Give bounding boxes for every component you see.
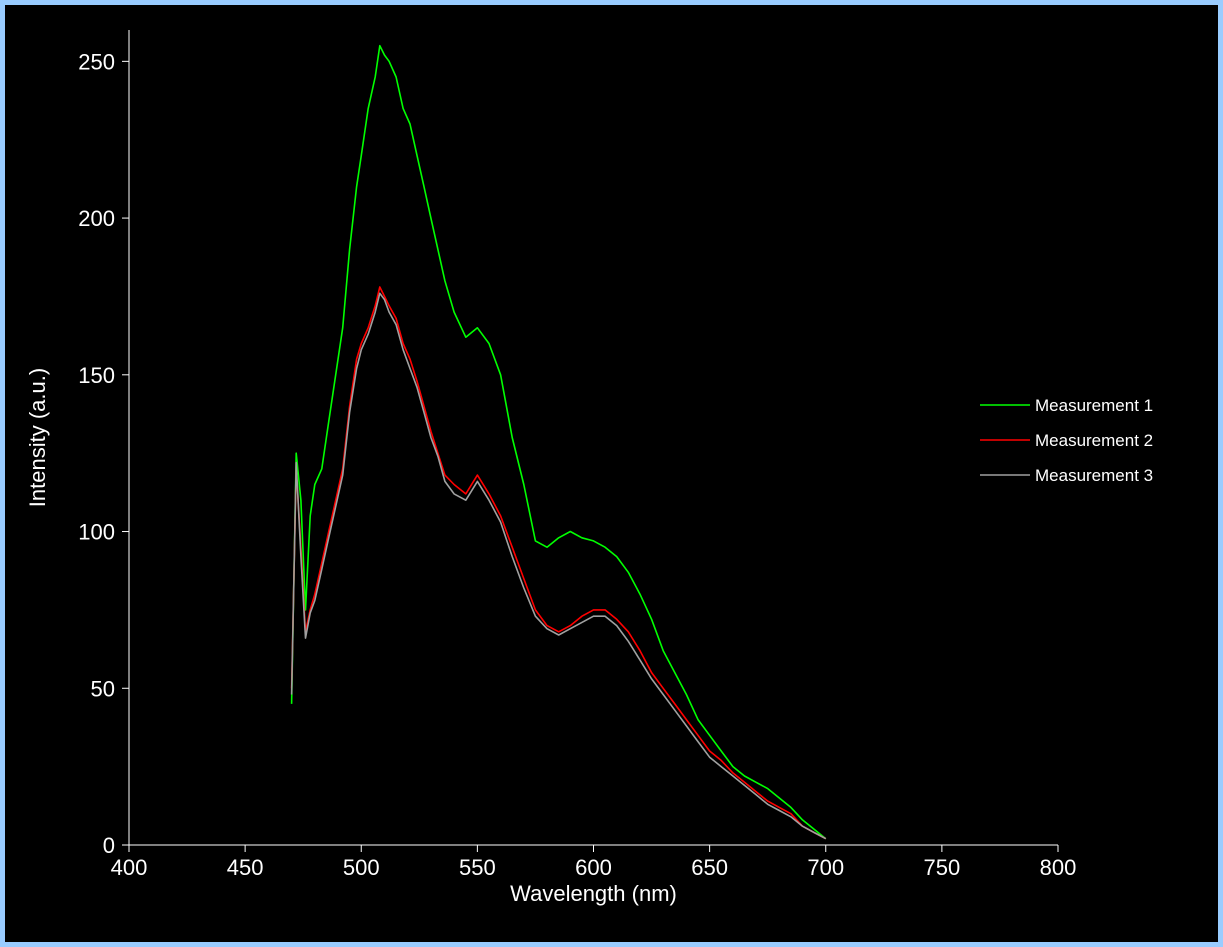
- y-tick-label: 50: [91, 676, 115, 701]
- x-tick-label: 800: [1040, 855, 1077, 880]
- x-tick-label: 600: [575, 855, 612, 880]
- line-chart: 400 450 500 550 600 650 700 750 800 0 50 100 150 200…: [25, 30, 1153, 906]
- chart-frame: 400 450 500 550 600 650 700 750 800 0 50 100 150 200…: [5, 5, 1218, 942]
- series-line-2: [290, 286, 827, 840]
- y-ticks: 0 50 100 150 200 250: [78, 49, 129, 858]
- plot-lines: [290, 44, 827, 840]
- x-tick-label: 750: [924, 855, 961, 880]
- x-tick-label: 500: [343, 855, 380, 880]
- x-tick-label: 400: [111, 855, 148, 880]
- y-axis-label: Intensity (a.u.): [25, 368, 50, 507]
- x-tick-label: 550: [459, 855, 496, 880]
- series-line-3: [290, 292, 827, 840]
- series-line-1: [290, 44, 827, 840]
- x-axis-label: Wavelength (nm): [510, 881, 677, 906]
- y-tick-label: 200: [78, 206, 115, 231]
- x-tick-label: 700: [807, 855, 844, 880]
- y-tick-label: 0: [103, 833, 115, 858]
- x-tick-label: 650: [691, 855, 728, 880]
- legend-label-3: Measurement 3: [1035, 466, 1153, 485]
- legend-label-1: Measurement 1: [1035, 396, 1153, 415]
- y-tick-label: 100: [78, 520, 115, 545]
- y-tick-label: 250: [78, 49, 115, 74]
- x-ticks: 400 450 500 550 600 650 700 750 800: [111, 845, 1077, 880]
- legend-label-2: Measurement 2: [1035, 431, 1153, 450]
- x-tick-label: 450: [227, 855, 264, 880]
- y-tick-label: 150: [78, 363, 115, 388]
- legend: Measurement 1 Measurement 2 Measurement 3: [980, 396, 1153, 485]
